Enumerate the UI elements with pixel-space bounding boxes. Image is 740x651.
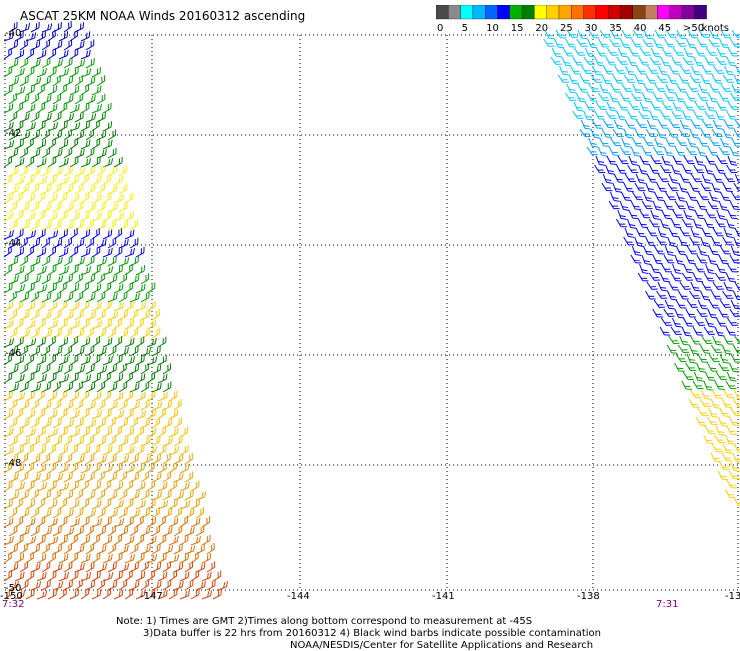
lon-label: -141	[432, 591, 455, 602]
note-line-2: 3)Data buffer is 22 hrs from 20160312 4)…	[143, 628, 601, 639]
time-left: 7:32	[2, 599, 24, 610]
lat-label: -42	[5, 128, 21, 139]
lat-label: -46	[5, 348, 21, 359]
lat-label: -48	[5, 458, 21, 469]
wind-barbs	[1, 21, 740, 599]
lon-label: -147	[140, 591, 163, 602]
lon-label: -138	[577, 591, 600, 602]
lat-label: -40	[5, 28, 21, 39]
lon-label: -144	[287, 591, 310, 602]
lon-label: -13	[725, 591, 740, 602]
lat-label: -44	[5, 238, 21, 249]
note-line-1: Note: 1) Times are GMT 2)Times along bot…	[116, 616, 532, 627]
time-right: 7:31	[656, 599, 678, 610]
note-line-3: NOAA/NESDIS/Center for Satellite Applica…	[290, 640, 593, 651]
